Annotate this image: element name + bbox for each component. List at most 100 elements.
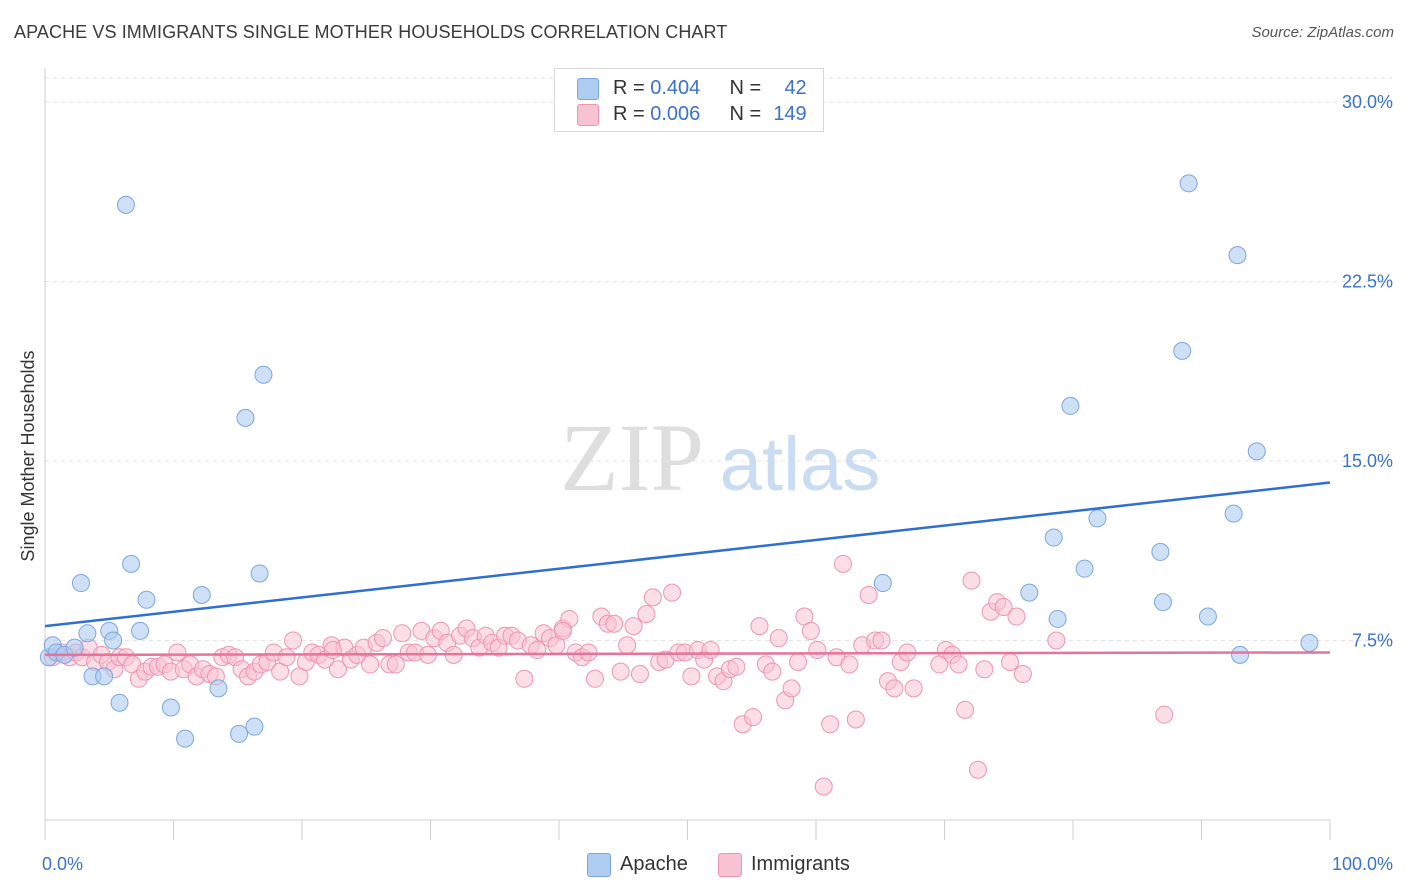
apache-point bbox=[1247, 442, 1266, 461]
immigrants-point bbox=[801, 621, 820, 640]
immigrants-point bbox=[968, 760, 987, 779]
apache-point bbox=[230, 724, 249, 743]
immigrants-point bbox=[579, 643, 598, 662]
immigrants-point bbox=[949, 655, 968, 674]
immigrants-point bbox=[750, 617, 769, 636]
immigrants-point bbox=[277, 648, 296, 667]
r-label: R = bbox=[613, 103, 651, 125]
legend-row-immigrants: R = 0.006 N = 149 bbox=[555, 101, 823, 127]
y-axis-label: Single Mother Households bbox=[18, 350, 38, 562]
apache-point bbox=[1088, 509, 1107, 528]
x-tick-labels: 0.0% 100.0% bbox=[42, 854, 1393, 874]
apache-swatch bbox=[587, 853, 611, 877]
apache-point bbox=[1198, 607, 1217, 626]
immigrants-point bbox=[1001, 653, 1020, 672]
apache-point bbox=[209, 679, 228, 698]
immigrants-point bbox=[1013, 664, 1032, 683]
apache-point bbox=[250, 564, 269, 583]
y-tick-label: 30.0% bbox=[1342, 92, 1393, 112]
immigrants-point bbox=[994, 597, 1013, 616]
legend-label-apache: Apache bbox=[620, 853, 688, 875]
axes bbox=[44, 68, 1331, 840]
apache-point bbox=[131, 621, 150, 640]
apache-point bbox=[1075, 559, 1094, 578]
apache-point bbox=[1048, 609, 1067, 628]
legend-label-immigrants: Immigrants bbox=[751, 853, 850, 875]
y-tick-label: 7.5% bbox=[1352, 630, 1393, 650]
immigrants-point bbox=[872, 631, 891, 650]
immigrants-point bbox=[885, 679, 904, 698]
x-tick-label: 100.0% bbox=[1332, 854, 1393, 874]
immigrants-point bbox=[624, 617, 643, 636]
immigrants-point bbox=[782, 679, 801, 698]
r-value: 0.404 bbox=[650, 77, 701, 99]
immigrants-trend-line bbox=[44, 651, 1331, 657]
apache-point bbox=[192, 586, 211, 605]
immigrants-point bbox=[789, 653, 808, 672]
immigrants-point bbox=[386, 655, 405, 674]
apache-point bbox=[1228, 246, 1247, 265]
immigrants-point bbox=[663, 583, 682, 602]
immigrants-point bbox=[361, 655, 380, 674]
immigrants-point bbox=[323, 641, 342, 660]
n-value: 42 bbox=[784, 77, 807, 99]
immigrants-point bbox=[859, 586, 878, 605]
y-tick-label: 22.5% bbox=[1342, 271, 1393, 291]
n-label: N = bbox=[729, 77, 767, 99]
immigrants-point bbox=[904, 679, 923, 698]
immigrants-point bbox=[393, 624, 412, 643]
apache-point bbox=[95, 667, 114, 686]
apache-point bbox=[122, 554, 141, 573]
immigrants-swatch bbox=[577, 104, 599, 126]
trend-lines bbox=[44, 481, 1331, 657]
immigrants-point bbox=[284, 631, 303, 650]
apache-point bbox=[116, 195, 135, 214]
immigrants-swatch bbox=[718, 853, 742, 877]
immigrants-point bbox=[956, 700, 975, 719]
apache-point bbox=[78, 624, 97, 643]
n-label: N = bbox=[729, 103, 767, 125]
apache-point bbox=[1153, 593, 1172, 612]
immigrants-point bbox=[682, 667, 701, 686]
apache-point bbox=[1231, 645, 1250, 664]
immigrants-point bbox=[840, 655, 859, 674]
apache-point bbox=[65, 638, 84, 657]
apache-point bbox=[161, 698, 180, 717]
immigrants-point bbox=[515, 669, 534, 688]
legend-row-apache: R = 0.404 N = 42 bbox=[555, 75, 823, 101]
immigrants-point bbox=[605, 614, 624, 633]
series-legend: Apache Immigrants bbox=[0, 852, 1406, 878]
apache-point bbox=[1179, 174, 1198, 193]
source-credit: Source: ZipAtlas.com bbox=[1251, 24, 1394, 41]
immigrants-point bbox=[769, 629, 788, 648]
apache-trend-line bbox=[44, 481, 1331, 628]
apache-point bbox=[137, 590, 156, 609]
immigrants-point bbox=[1047, 631, 1066, 650]
x-tick-label: 0.0% bbox=[42, 854, 83, 874]
apache-point bbox=[110, 693, 129, 712]
immigrants-point bbox=[643, 588, 662, 607]
apache-point bbox=[1151, 542, 1170, 561]
immigrants-point bbox=[618, 636, 637, 655]
immigrants-point bbox=[814, 777, 833, 796]
immigrants-point bbox=[637, 605, 656, 624]
immigrants-point bbox=[630, 664, 649, 683]
immigrants-point bbox=[833, 554, 852, 573]
apache-point bbox=[1300, 633, 1319, 652]
immigrants-point bbox=[1155, 705, 1174, 724]
apache-point bbox=[1224, 504, 1243, 523]
immigrants-point bbox=[808, 641, 827, 660]
immigrants-point bbox=[168, 643, 187, 662]
chart-title: APACHE VS IMMIGRANTS SINGLE MOTHER HOUSE… bbox=[14, 22, 728, 42]
r-value: 0.006 bbox=[650, 103, 701, 125]
apache-point bbox=[71, 574, 90, 593]
apache-point bbox=[1020, 583, 1039, 602]
watermark-atlas: atlas bbox=[720, 422, 881, 507]
immigrants-point bbox=[1007, 607, 1026, 626]
y-tick-labels: 7.5% 15.0% 22.5% 30.0% bbox=[1342, 92, 1393, 651]
immigrants-point bbox=[975, 660, 994, 679]
apache-point bbox=[873, 574, 892, 593]
apache-points bbox=[39, 174, 1319, 748]
immigrants-point bbox=[328, 660, 347, 679]
